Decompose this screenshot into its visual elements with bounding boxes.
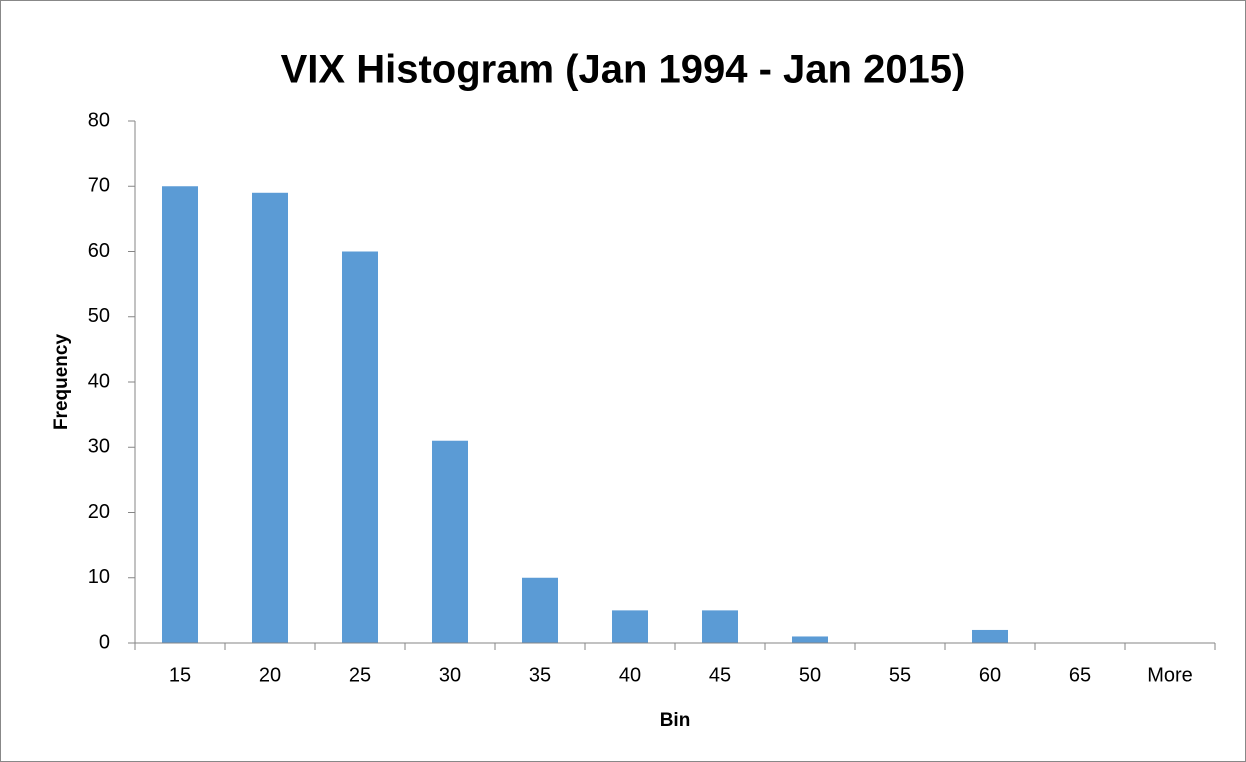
bar bbox=[342, 251, 378, 643]
y-tick-label: 80 bbox=[88, 109, 110, 131]
x-tick-label: More bbox=[1147, 664, 1193, 686]
y-tick-label: 30 bbox=[88, 436, 110, 458]
bar bbox=[612, 610, 648, 643]
x-axis-label: Bin bbox=[660, 710, 691, 731]
x-tick-label: 15 bbox=[169, 664, 191, 686]
bar bbox=[792, 636, 828, 643]
y-tick-label: 40 bbox=[88, 370, 110, 392]
x-tick-label: 55 bbox=[889, 664, 911, 686]
y-tick-label: 70 bbox=[88, 175, 110, 197]
y-tick-label: 60 bbox=[88, 240, 110, 262]
bar bbox=[972, 629, 1008, 643]
x-tick-label: 20 bbox=[259, 664, 281, 686]
bar bbox=[252, 192, 288, 643]
y-axis-label: Frequency bbox=[51, 334, 72, 431]
bar bbox=[432, 440, 468, 643]
x-tick-label: 30 bbox=[439, 664, 461, 686]
x-tick-label: 65 bbox=[1069, 664, 1091, 686]
chart-title: VIX Histogram (Jan 1994 - Jan 2015) bbox=[281, 48, 966, 92]
bar bbox=[702, 610, 738, 643]
y-tick-label: 0 bbox=[99, 631, 110, 653]
y-tick-label: 20 bbox=[88, 501, 110, 523]
x-tick-label: 35 bbox=[529, 664, 551, 686]
x-tick-label: 50 bbox=[799, 664, 821, 686]
bar bbox=[162, 186, 198, 643]
bar bbox=[522, 577, 558, 643]
x-tick-label: 45 bbox=[709, 664, 731, 686]
x-tick-label: 25 bbox=[349, 664, 371, 686]
y-tick-label: 10 bbox=[88, 566, 110, 588]
y-tick-label: 50 bbox=[88, 305, 110, 327]
x-tick-label: 40 bbox=[619, 664, 641, 686]
x-tick-label: 60 bbox=[979, 664, 1001, 686]
